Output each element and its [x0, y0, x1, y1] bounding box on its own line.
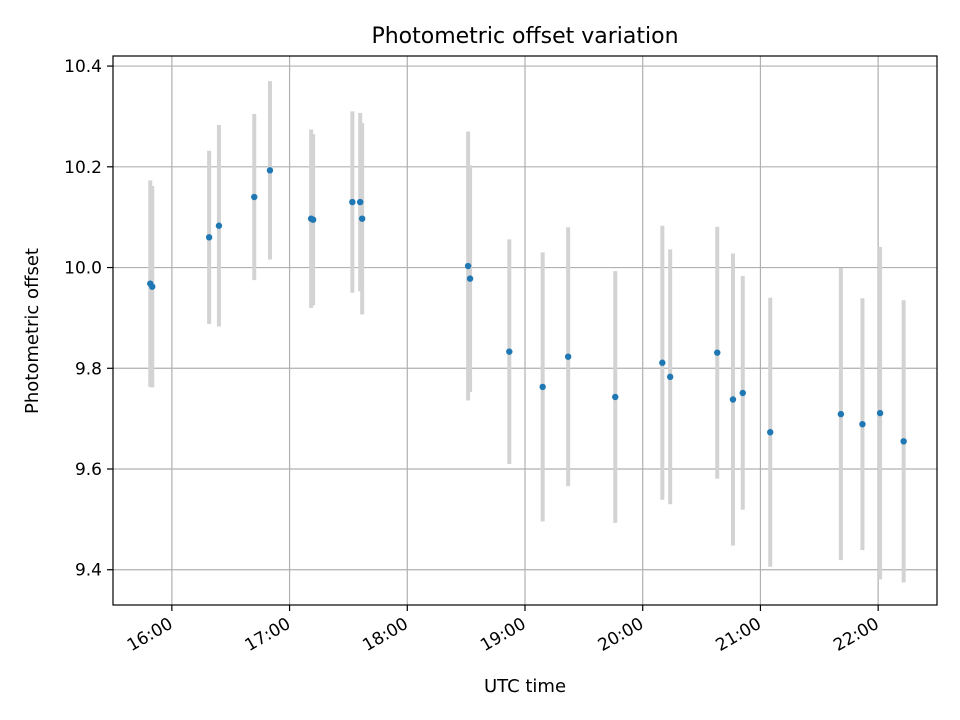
- y-tick-label: 10.0: [64, 259, 102, 279]
- data-point: [767, 429, 774, 436]
- data-point: [714, 349, 721, 356]
- data-point: [358, 215, 366, 222]
- data-point: [466, 275, 474, 282]
- data-point: [659, 359, 666, 366]
- data-point: [215, 222, 223, 229]
- data-point: [837, 410, 845, 418]
- grid-lines: [113, 56, 937, 605]
- data-point: [464, 262, 472, 270]
- data-point: [859, 420, 866, 428]
- data-point: [357, 198, 364, 206]
- data-point: [900, 438, 907, 445]
- data-point: [506, 348, 513, 355]
- data-point: [729, 396, 737, 403]
- data-point: [539, 383, 546, 391]
- data-point: [876, 409, 884, 417]
- data-point: [205, 234, 213, 241]
- data-point: [612, 393, 619, 401]
- data-point: [564, 353, 572, 360]
- data-point: [149, 283, 156, 290]
- data-points: [147, 167, 907, 445]
- data-point: [309, 216, 317, 223]
- y-tick-label: 10.2: [64, 158, 102, 178]
- y-tick-label: 9.6: [75, 460, 102, 480]
- data-point: [251, 193, 258, 201]
- y-tick-label: 9.8: [75, 359, 102, 379]
- data-point: [666, 373, 674, 381]
- data-point: [349, 198, 356, 206]
- x-axis-label: UTC time: [484, 676, 566, 697]
- y-axis-ticks: 9.4 9.6 9.8 10.0 10.2 10.4: [64, 57, 113, 581]
- data-point: [739, 389, 746, 397]
- y-axis-label: Photometric offset: [22, 248, 43, 414]
- y-tick-label: 10.4: [64, 57, 102, 77]
- data-point: [266, 167, 274, 174]
- chart-title: Photometric offset variation: [371, 24, 678, 49]
- y-tick-label: 9.4: [75, 561, 102, 581]
